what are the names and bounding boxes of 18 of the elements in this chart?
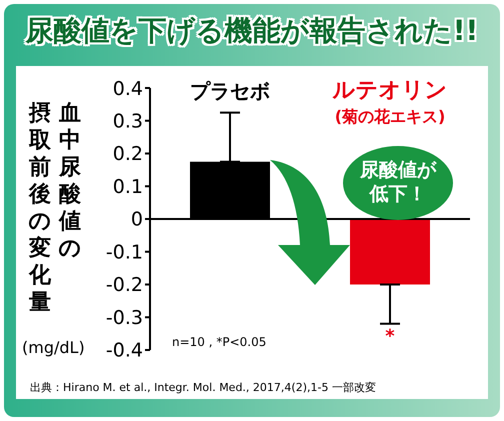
text: (mg/dL) — [22, 338, 85, 357]
y-tick-label: 0.4 — [112, 78, 143, 100]
x-tick-label: プラセボ — [189, 78, 271, 104]
annotation: n=10 , *P<0.05 — [172, 335, 266, 349]
y-tick-label: 0.3 — [112, 110, 143, 132]
y-tick-label: -0.2 — [106, 274, 143, 296]
chart-title: 尿酸値を下げる機能が報告された!! — [24, 13, 480, 49]
x-tick-label: ルテオリン (菊の花エキス) — [332, 78, 448, 128]
annotation: 尿酸値が低下！ — [358, 158, 438, 206]
source-note: 出典：Hirano M. et al., Integr. Mol. Med., 2017,4(2),1-5 一部改変 — [30, 380, 376, 395]
annotation: * — [384, 326, 396, 347]
y-tick-label: -0.4 — [106, 340, 143, 362]
y-tick-label: -0.3 — [106, 306, 143, 329]
y-tick-label: 0.2 — [112, 143, 143, 166]
y-tick-label: 0.1 — [112, 176, 143, 198]
y-tick-label: 0 — [130, 208, 143, 231]
y-tick-label: -0.1 — [106, 241, 143, 264]
text: 血中尿酸値の摂取前後の変化量 — [28, 101, 82, 315]
